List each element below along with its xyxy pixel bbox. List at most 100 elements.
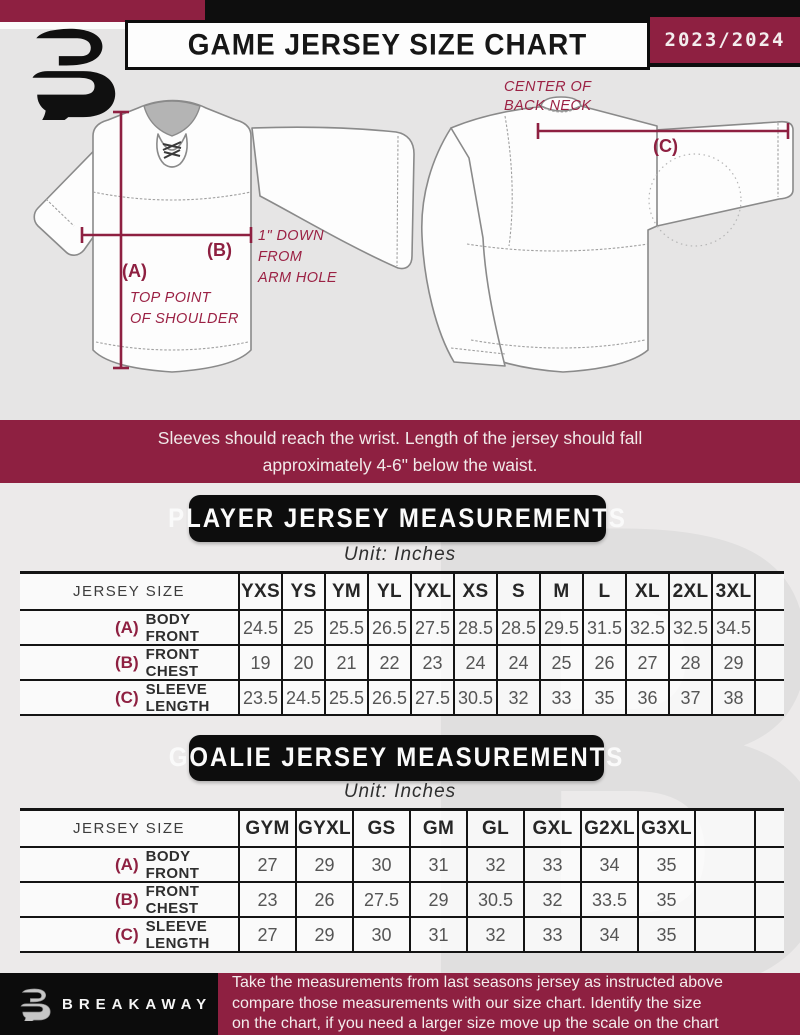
- measurement-cell: 27: [238, 918, 295, 952]
- table-row: (C) SLEEVE LENGTH 27 29 30 31 32 33 34 35: [20, 918, 784, 953]
- measurement-cell: 26.5: [367, 611, 410, 645]
- measurement-cell: 32: [466, 918, 523, 952]
- size-header-cell: JERSEY SIZE: [72, 583, 186, 600]
- header-maroon-strip: [0, 0, 205, 22]
- measurement-cell: 34: [580, 848, 637, 882]
- breakaway-logo-icon: [32, 28, 116, 120]
- row-measure-label: FRONT CHEST: [145, 883, 200, 917]
- measurement-cell: 32.5: [625, 611, 668, 645]
- empty-cell: [694, 918, 754, 952]
- table-row: (B) FRONT CHEST 23 26 27.5 29 30.5 32 33.5 35: [20, 883, 784, 918]
- measurement-cell: 21: [324, 646, 367, 680]
- measurement-cell: 27.5: [410, 681, 453, 715]
- empty-cell: [694, 883, 754, 917]
- size-column-header: GYXL: [295, 811, 352, 846]
- empty-cell: [694, 848, 754, 882]
- measurement-cell: 32: [496, 681, 539, 715]
- filler-cell: [754, 681, 784, 715]
- fit-note-banner: Sleeves should reach the wrist. Length o…: [0, 420, 800, 483]
- back-jersey-diagram: [420, 96, 794, 373]
- measurement-cell: 30.5: [453, 681, 496, 715]
- measurement-cell: 27: [238, 848, 295, 882]
- row-measure-key: (C): [115, 688, 139, 707]
- size-column-header: GXL: [523, 811, 580, 846]
- measurement-cell: 34: [580, 918, 637, 952]
- goalie-section-banner: GOALIE JERSEY MEASUREMENTS: [169, 735, 622, 781]
- measurement-cell: 33: [523, 848, 580, 882]
- measurement-cell: 35: [637, 848, 694, 882]
- size-column-header: XL: [625, 574, 668, 609]
- measurement-cell: 24: [496, 646, 539, 680]
- row-measure-label: FRONT CHEST: [145, 646, 200, 680]
- player-section-banner: PLAYER JERSEY MEASUREMENTS: [168, 495, 625, 542]
- filler-cell: [754, 848, 784, 882]
- measurement-cell: 28.5: [496, 611, 539, 645]
- measurement-cell: 32: [466, 848, 523, 882]
- measurement-cell: 25: [539, 646, 582, 680]
- measurement-cell: 28.5: [453, 611, 496, 645]
- measure-a-note: TOP POINT OF SHOULDER: [130, 290, 239, 328]
- filler-cell: [754, 918, 784, 952]
- footer-instructions-text: Take the measurements from last seasons …: [232, 974, 723, 1033]
- measurement-cell: 26: [582, 646, 625, 680]
- measurement-cell: 23.5: [238, 681, 281, 715]
- row-measure-key: (B): [115, 653, 139, 672]
- measure-c-note: CENTER OF BACK NECK: [504, 79, 592, 114]
- table-row: (B) FRONT CHEST 19 20 21 22 23 24 24 25 26 27 28 29: [20, 646, 784, 681]
- measurement-cell: 37: [668, 681, 711, 715]
- goalie-measurements-table: JERSEY SIZE GYM GYXL GS GM GL GXL G2XL G3XL (A) BO…: [20, 808, 784, 953]
- measurement-cell: 32.5: [668, 611, 711, 645]
- measurement-cell: 35: [637, 883, 694, 917]
- measurement-cell: 20: [281, 646, 324, 680]
- measurement-cell: 30: [352, 848, 409, 882]
- size-column-header: M: [539, 574, 582, 609]
- size-column-header: YS: [281, 574, 324, 609]
- measurement-cell: 29: [409, 883, 466, 917]
- empty-cell: [694, 811, 754, 846]
- goalie-unit-label: Unit: Inches: [343, 781, 457, 802]
- measurement-cell: 31.5: [582, 611, 625, 645]
- size-column-header: YL: [367, 574, 410, 609]
- table-row: (A) BODY FRONT 27 29 30 31 32 33 34 35: [20, 848, 784, 883]
- measurement-cell: 29: [295, 848, 352, 882]
- player-measurements-table: JERSEY SIZE YXS YS YM YL YXL XS S M L XL 2XL 3XL (A) B…: [20, 571, 784, 716]
- footer-brand-block: BREAKAWAY: [0, 973, 218, 1035]
- size-column-header: L: [582, 574, 625, 609]
- goalie-section-title: GOALIE JERSEY MEASUREMENTS: [168, 742, 625, 773]
- footer-instructions-block: Take the measurements from last seasons …: [218, 973, 800, 1035]
- player-unit-label: Unit: Inches: [343, 544, 457, 565]
- measurement-cell: 26: [295, 883, 352, 917]
- row-label-cell: (A) BODY FRONT: [20, 611, 238, 645]
- measurement-cell: 24: [453, 646, 496, 680]
- measurement-cell: 29: [295, 918, 352, 952]
- table-header-row: JERSEY SIZE GYM GYXL GS GM GL GXL G2XL G3XL: [20, 811, 784, 848]
- footer-brand-name: BREAKAWAY: [62, 995, 213, 1013]
- measurement-cell: 26.5: [367, 681, 410, 715]
- measurement-cell: 31: [409, 918, 466, 952]
- measurement-cell: 23: [238, 883, 295, 917]
- measurement-cell: 33.5: [580, 883, 637, 917]
- measure-a-key: (A): [122, 261, 147, 281]
- filler-cell: [754, 811, 784, 846]
- page-title: GAME JERSEY SIZE CHART: [187, 28, 588, 61]
- row-measure-label: BODY FRONT: [145, 848, 200, 882]
- measure-b-note: 1" DOWN FROM ARM HOLE: [258, 228, 337, 287]
- measurement-cell: 23: [410, 646, 453, 680]
- fit-note-text: Sleeves should reach the wrist. Length o…: [157, 428, 643, 475]
- row-measure-key: (C): [115, 925, 139, 944]
- size-column-header: 2XL: [668, 574, 711, 609]
- table-header-row: JERSEY SIZE YXS YS YM YL YXL XS S M L XL 2XL 3XL: [20, 574, 784, 611]
- measurement-cell: 27.5: [410, 611, 453, 645]
- size-column-header: XS: [453, 574, 496, 609]
- row-label-cell: (B) FRONT CHEST: [20, 646, 238, 680]
- measurement-cell: 27.5: [352, 883, 409, 917]
- measurement-cell: 36: [625, 681, 668, 715]
- row-measure-key: (A): [115, 855, 139, 874]
- measure-b-key: (B): [207, 240, 232, 260]
- size-column-header: GL: [466, 811, 523, 846]
- size-column-header: GM: [409, 811, 466, 846]
- table-row: (C) SLEEVE LENGTH 23.5 24.5 25.5 26.5 27.5 30.5…: [20, 681, 784, 716]
- row-measure-key: (A): [115, 618, 139, 637]
- page-title-box: GAME JERSEY SIZE CHART: [125, 20, 650, 70]
